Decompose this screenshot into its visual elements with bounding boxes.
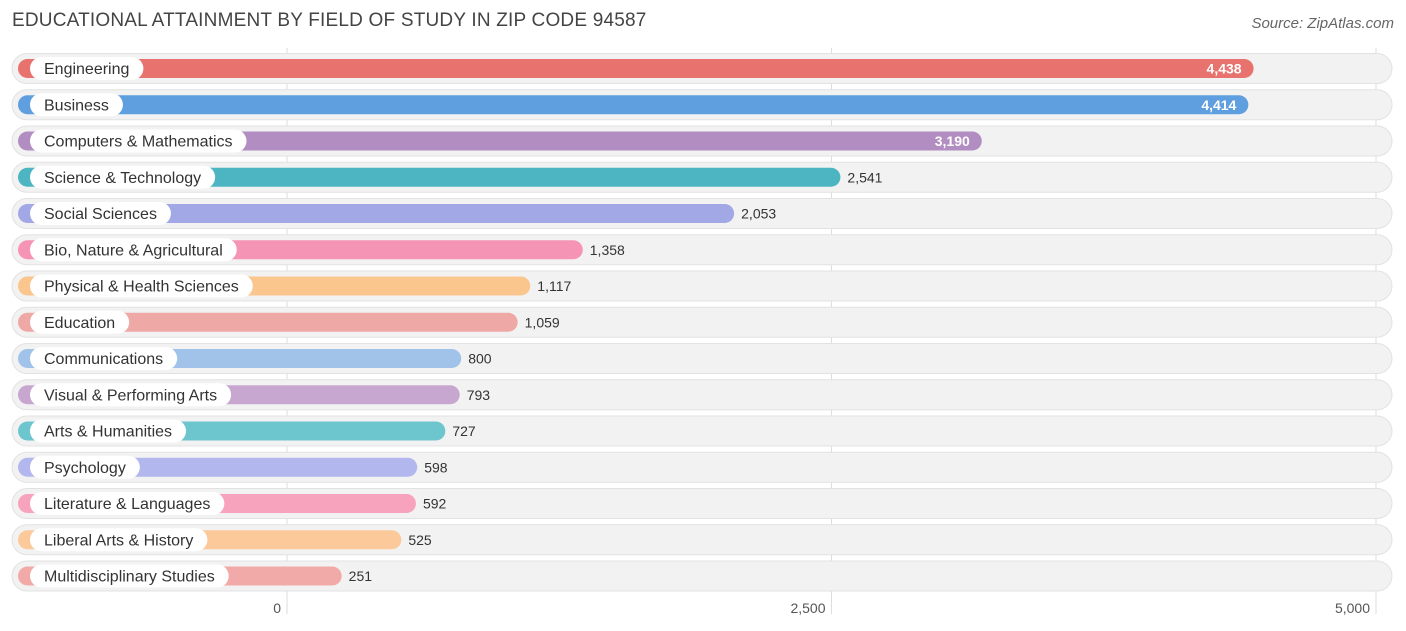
- category-label: Literature & Languages: [44, 496, 210, 513]
- category-label: Social Sciences: [44, 206, 157, 223]
- bar-row: Computers & Mathematics 3,190: [11, 125, 1393, 157]
- category-label-pill: [30, 492, 225, 515]
- bar-row: Visual & Performing Arts 793: [11, 379, 1393, 411]
- value-label: 793: [467, 387, 491, 403]
- value-label: 800: [468, 351, 492, 367]
- value-label: 598: [424, 459, 448, 475]
- category-label-pill: [30, 419, 187, 443]
- category-label-pill: [30, 564, 229, 588]
- category-label: Communications: [44, 351, 163, 368]
- source-attribution: Source: ZipAtlas.com: [1251, 15, 1394, 32]
- category-label: Science & Technology: [44, 170, 201, 187]
- x-tick-label: 5,000: [1335, 600, 1370, 616]
- value-label: 525: [408, 532, 432, 548]
- bar-row: Bio, Nature & Agricultural 1,358: [11, 234, 1393, 266]
- category-label-pill: [30, 93, 123, 117]
- category-label: Business: [44, 97, 109, 114]
- value-label: 2,053: [741, 206, 776, 222]
- category-label-pill: [30, 310, 130, 334]
- value-label: 251: [349, 568, 373, 584]
- value-label: 1,059: [525, 314, 560, 330]
- category-label: Psychology: [44, 460, 126, 477]
- bar[interactable]: [18, 131, 982, 151]
- bar[interactable]: [18, 204, 735, 223]
- bar[interactable]: [18, 167, 841, 187]
- value-label: 1,117: [537, 278, 571, 294]
- category-label-pill: [30, 455, 140, 479]
- category-label: Computers & Mathematics: [44, 134, 233, 151]
- category-label-pill: [30, 347, 178, 370]
- category-label: Bio, Nature & Agricultural: [44, 242, 223, 259]
- category-label: Education: [44, 315, 115, 332]
- category-label-pill: [30, 165, 216, 189]
- bar-row: Communications 800: [11, 343, 1393, 374]
- category-label: Multidisciplinary Studies: [44, 569, 215, 586]
- category-label: Visual & Performing Arts: [44, 387, 217, 404]
- category-label-pill: [30, 383, 232, 407]
- bar-row: Education 1,059: [11, 306, 1393, 338]
- category-label-pill: [30, 238, 237, 262]
- bar-row: Liberal Arts & History 525: [11, 524, 1393, 556]
- category-label: Liberal Arts & History: [44, 532, 193, 549]
- category-label-pill: [30, 57, 144, 80]
- bar-row: Multidisciplinary Studies 251: [11, 560, 1393, 592]
- bar[interactable]: [18, 59, 1254, 78]
- bar-row: Psychology 598: [11, 451, 1393, 483]
- bar-row: Arts & Humanities 727: [11, 415, 1393, 447]
- value-label: 592: [423, 496, 447, 512]
- category-label: Engineering: [44, 61, 129, 78]
- category-label-pill: [30, 274, 253, 298]
- value-label: 3,190: [935, 133, 970, 149]
- value-label: 4,414: [1201, 97, 1236, 113]
- bar[interactable]: [18, 312, 518, 332]
- value-label: 727: [452, 423, 476, 439]
- value-label: 1,358: [590, 242, 625, 258]
- bar-row: Literature & Languages 592: [11, 488, 1393, 519]
- x-tick-label: 0: [273, 600, 281, 616]
- x-tick-label: 2,500: [790, 600, 825, 616]
- value-label: 4,438: [1207, 61, 1242, 77]
- category-label: Physical & Health Sciences: [44, 279, 239, 296]
- chart-title: EDUCATIONAL ATTAINMENT BY FIELD OF STUDY…: [12, 10, 647, 31]
- category-label-pill: [30, 129, 247, 153]
- bar-row: Engineering 4,438: [11, 53, 1393, 84]
- category-label-pill: [30, 202, 171, 225]
- bar-row: Social Sciences 2,053: [11, 198, 1393, 229]
- bar[interactable]: [18, 95, 1249, 115]
- category-label: Arts & Humanities: [44, 424, 172, 441]
- category-label-pill: [30, 528, 208, 552]
- value-label: 2,541: [847, 169, 882, 185]
- bar-row: Science & Technology 2,541: [11, 161, 1393, 193]
- bar-track: [11, 560, 1393, 592]
- bar-row: Business 4,414: [11, 89, 1393, 121]
- bar-row: Physical & Health Sciences 1,117: [11, 270, 1393, 302]
